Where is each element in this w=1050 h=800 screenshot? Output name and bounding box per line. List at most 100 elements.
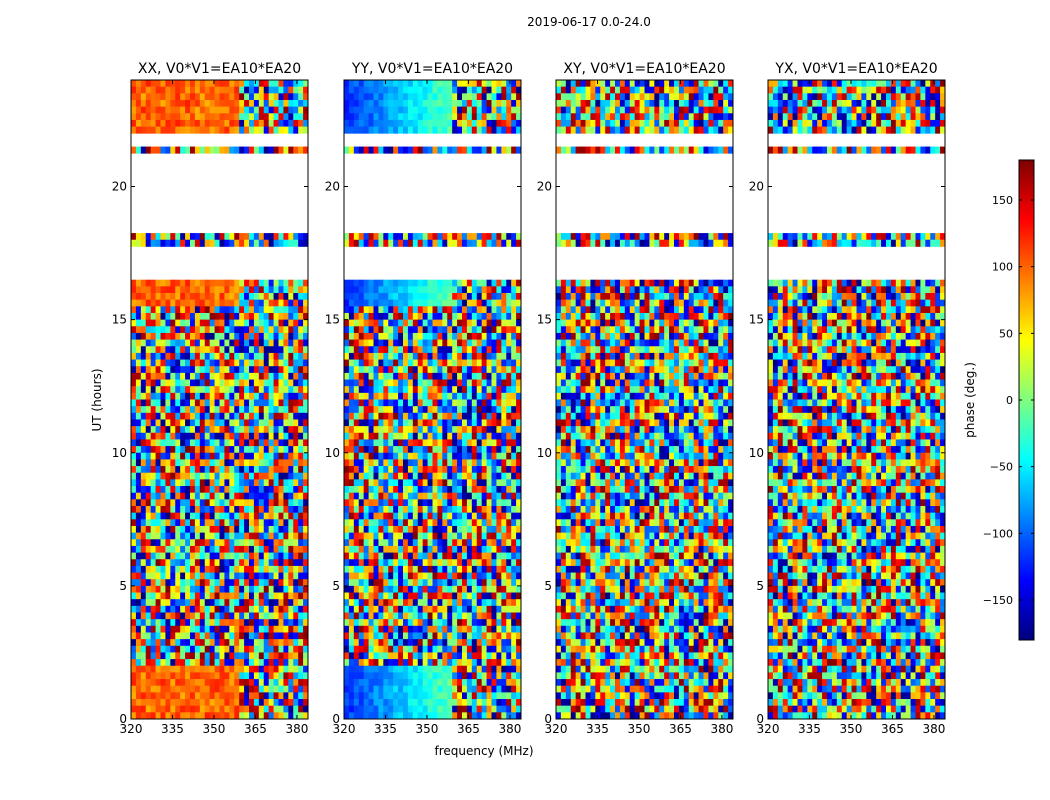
- heatmap-cell: [288, 146, 294, 154]
- heatmap-cell: [180, 446, 186, 454]
- heatmap-cell: [199, 279, 206, 287]
- heatmap-cell: [283, 552, 289, 560]
- heatmap-cell: [165, 80, 171, 88]
- heatmap-cell: [239, 86, 245, 94]
- heatmap-cell: [194, 426, 201, 434]
- heatmap-cell: [234, 319, 240, 327]
- heatmap-cell: [358, 93, 365, 101]
- heatmap-cell: [293, 286, 299, 294]
- heatmap-cell: [486, 146, 492, 154]
- heatmap-cell: [288, 585, 294, 593]
- heatmap-cell: [344, 599, 350, 607]
- heatmap-cell: [244, 525, 250, 534]
- heatmap-cell: [190, 286, 196, 294]
- heatmap-cell: [373, 319, 379, 327]
- heatmap-cell: [214, 459, 220, 467]
- heatmap-cell: [214, 699, 220, 707]
- heatmap-cell: [481, 486, 487, 494]
- heatmap-cell: [135, 399, 142, 407]
- heatmap-cell: [442, 506, 448, 514]
- heatmap-cell: [506, 392, 512, 400]
- heatmap-cell: [209, 579, 215, 587]
- heatmap-cell: [249, 233, 255, 241]
- heatmap-cell: [457, 472, 463, 480]
- heatmap-cell: [288, 279, 294, 287]
- heatmap-cell: [170, 679, 176, 687]
- heatmap-cell: [160, 379, 166, 387]
- heatmap-cell: [268, 319, 274, 327]
- heatmap-cell: [145, 426, 152, 434]
- heatmap-cell: [170, 286, 176, 294]
- heatmap-cell: [239, 286, 245, 294]
- heatmap-cell: [288, 346, 294, 354]
- heatmap-cell: [516, 93, 522, 101]
- heatmap-cell: [293, 239, 299, 247]
- heatmap-cell: [398, 486, 404, 494]
- heatmap-cell: [165, 113, 171, 121]
- heatmap-cell: [447, 452, 453, 460]
- heatmap-cell: [249, 652, 255, 660]
- heatmap-cell: [135, 386, 142, 394]
- heatmap-cell: [278, 386, 284, 394]
- heatmap-cell: [263, 399, 270, 407]
- heatmap-cell: [253, 539, 260, 547]
- heatmap-cell: [476, 512, 483, 520]
- heatmap-cell: [481, 299, 487, 307]
- heatmap-cell: [303, 119, 309, 127]
- heatmap-cell: [155, 306, 161, 314]
- heatmap-cell: [516, 279, 522, 287]
- heatmap-cell: [214, 479, 220, 487]
- heatmap-cell: [506, 386, 512, 394]
- heatmap-cell: [462, 446, 468, 454]
- heatmap-cell: [190, 326, 196, 334]
- heatmap-cell: [268, 432, 274, 440]
- heatmap-cell: [185, 452, 191, 460]
- heatmap-cell: [462, 466, 468, 474]
- heatmap-cell: [466, 99, 473, 108]
- heatmap-cell: [283, 466, 289, 474]
- heatmap-cell: [511, 366, 517, 374]
- heatmap-cell: [165, 639, 171, 647]
- heatmap-cell: [249, 379, 255, 387]
- heatmap-cell: [486, 499, 492, 507]
- heatmap-cell: [244, 585, 250, 593]
- heatmap-cell: [131, 126, 137, 134]
- heatmap-cell: [383, 605, 389, 613]
- heatmap-cell: [145, 352, 152, 360]
- heatmap-cell: [481, 545, 487, 553]
- heatmap-cell: [135, 519, 142, 527]
- heatmap-cell: [268, 612, 274, 620]
- heatmap-cell: [253, 612, 260, 620]
- heatmap-cell: [165, 106, 171, 114]
- heatmap-cell: [190, 299, 196, 307]
- heatmap-cell: [466, 293, 473, 301]
- heatmap-cell: [131, 699, 137, 707]
- heatmap-cell: [180, 625, 186, 633]
- heatmap-cell: [135, 619, 142, 627]
- heatmap-cell: [214, 472, 220, 480]
- heatmap-cell: [348, 506, 355, 514]
- heatmap-cell: [422, 419, 428, 427]
- heatmap-cell: [378, 519, 384, 527]
- heatmap-cell: [447, 359, 453, 367]
- heatmap-cell: [145, 645, 152, 653]
- heatmap-cell: [190, 146, 196, 154]
- heatmap-cell: [204, 579, 211, 587]
- heatmap-cell: [273, 446, 279, 454]
- heatmap-cell: [180, 545, 186, 553]
- heatmap-cell: [131, 632, 137, 640]
- heatmap-cell: [506, 339, 512, 347]
- heatmap-cell: [219, 279, 225, 287]
- heatmap-cell: [155, 539, 161, 547]
- heatmap-cell: [476, 525, 483, 534]
- heatmap-cell: [462, 106, 468, 114]
- heatmap-cell: [160, 359, 166, 367]
- heatmap-cell: [491, 326, 497, 334]
- heatmap-cell: [501, 552, 507, 560]
- heatmap-cell: [239, 326, 245, 334]
- heatmap-cell: [199, 552, 206, 560]
- heatmap-cell: [155, 699, 161, 707]
- heatmap-cell: [209, 539, 215, 547]
- heatmap-cell: [199, 665, 206, 673]
- heatmap-cell: [135, 645, 142, 653]
